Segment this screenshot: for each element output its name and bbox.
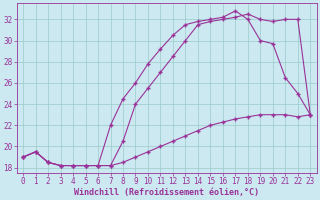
X-axis label: Windchill (Refroidissement éolien,°C): Windchill (Refroidissement éolien,°C) (74, 188, 259, 197)
